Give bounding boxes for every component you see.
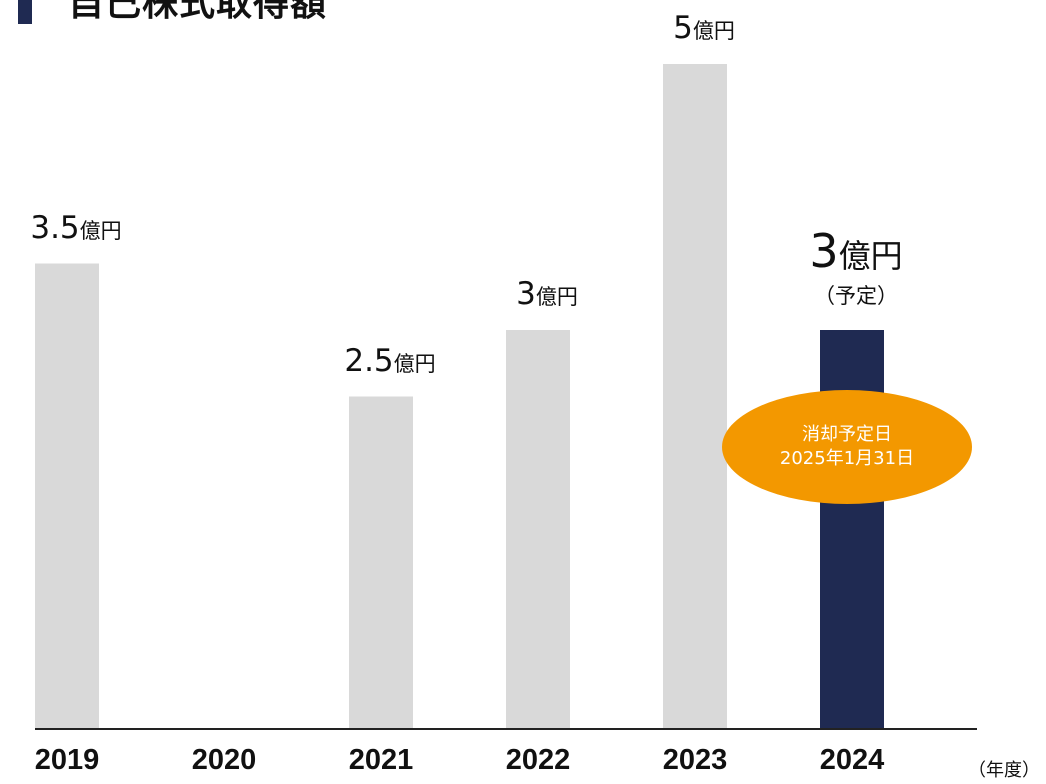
cancellation-date-badge: 消却予定日 2025年1月31日 [722,390,972,504]
value-number: 3 [516,276,536,312]
x-tick-label-2023: 2023 [662,744,728,776]
bar-2019 [35,263,99,729]
x-tick-label-2024: 2024 [819,744,885,776]
value-note-2024: （予定） [814,284,898,308]
value-label-2024: 3 億円 [809,228,902,274]
x-tick-label-2019: 2019 [34,744,100,776]
badge-line-2: 2025年1月31日 [779,448,915,469]
chart-title-area: 自己株式取得額 [18,0,327,24]
value-unit: 億円 [692,19,735,43]
x-tick-label-2022: 2022 [505,744,571,776]
value-number: 3.5 [30,209,80,246]
x-tick-label-2020: 2020 [191,744,257,776]
badge-line-1: 消却予定日 [802,423,892,445]
bar-2023 [663,64,727,729]
value-unit: 億円 [79,218,122,243]
value-number: 3 [809,224,839,278]
x-axis-unit-label: （年度） [968,760,1040,781]
chart-title: 自己株式取得額 [68,0,328,24]
bar-2022 [506,330,570,729]
x-tick-label-2021: 2021 [348,744,414,776]
value-unit: 億円 [838,237,903,275]
title-marker [18,0,32,24]
value-unit: 億円 [535,285,578,309]
value-unit: 億円 [393,351,436,376]
value-label-2022: 3 億円 [516,279,578,310]
value-label-2021: 2.5 億円 [344,342,436,379]
bar-2021 [349,396,413,729]
value-label-2023: 5 億円 [673,13,735,44]
value-number: 5 [673,10,693,46]
value-label-2019: 3.5 億円 [30,209,122,246]
value-number: 2.5 [344,342,394,379]
